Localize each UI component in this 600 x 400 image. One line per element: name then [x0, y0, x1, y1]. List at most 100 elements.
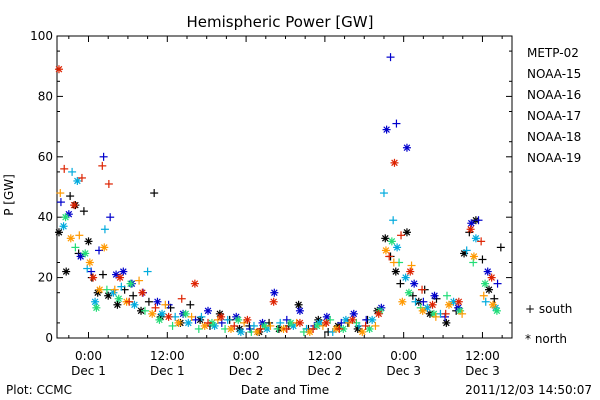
point-north — [164, 312, 173, 321]
y-tick-label: 100 — [30, 29, 53, 43]
x-tick-date-label: Dec 1 — [71, 364, 106, 378]
point-south — [397, 231, 406, 240]
point-north — [442, 318, 451, 327]
point-north — [217, 312, 226, 321]
point-north — [428, 300, 437, 309]
point-north — [70, 201, 79, 210]
point-south — [441, 309, 450, 318]
point-south — [117, 282, 126, 291]
point-south — [99, 152, 108, 161]
point-north — [130, 300, 139, 309]
point-north — [341, 315, 350, 324]
point-north — [390, 158, 399, 167]
point-south — [83, 264, 92, 273]
point-north — [92, 303, 101, 312]
point-north — [269, 297, 278, 306]
point-south — [481, 297, 490, 306]
point-north — [487, 273, 496, 282]
point-north — [401, 273, 410, 282]
x-tick-time-label: 12:00 — [465, 349, 500, 363]
point-south — [458, 309, 467, 318]
point-south — [187, 312, 196, 321]
point-north — [471, 234, 480, 243]
x-tick-date-label: Dec 2 — [308, 364, 343, 378]
point-south — [493, 279, 502, 288]
point-north — [153, 297, 162, 306]
y-axis: 0 20 40 60 80 100 — [30, 29, 512, 345]
x-tick-time-label: 12:00 — [150, 349, 185, 363]
y-axis-title-group: P [GW] — [2, 174, 16, 216]
point-south — [431, 312, 440, 321]
point-south — [186, 300, 195, 309]
point-south — [71, 243, 80, 252]
point-north — [89, 273, 98, 282]
point-north — [62, 267, 71, 276]
point-south — [478, 255, 487, 264]
point-south — [125, 297, 134, 306]
point-north — [358, 327, 367, 336]
point-north — [444, 300, 453, 309]
chart-title: Hemispheric Power [GW] — [187, 13, 374, 31]
point-north — [460, 249, 469, 258]
point-north — [374, 309, 383, 318]
legend-entry-noaa-17: NOAA-17 — [527, 109, 581, 123]
point-south — [161, 300, 170, 309]
point-north — [234, 315, 243, 324]
series-noaa-15 — [56, 53, 502, 333]
point-south — [168, 321, 177, 330]
point-south — [386, 53, 395, 62]
plot-timestamp: 2011/12/03 14:50:07 — [465, 383, 592, 397]
point-north — [393, 243, 402, 252]
point-south — [129, 291, 138, 300]
point-north — [181, 309, 190, 318]
point-north — [381, 246, 390, 255]
point-north — [398, 297, 407, 306]
point-north — [270, 288, 279, 297]
point-south — [411, 297, 420, 306]
point-north — [66, 234, 75, 243]
point-south — [143, 267, 152, 276]
point-north — [73, 176, 82, 185]
point-north — [454, 297, 463, 306]
point-north — [226, 324, 235, 333]
series-noaa-19 — [54, 65, 496, 333]
point-north — [402, 228, 411, 237]
x-tick-date-label: Dec 1 — [150, 364, 185, 378]
point-south — [104, 179, 113, 188]
point-south — [474, 216, 483, 225]
point-north — [481, 279, 490, 288]
x-tick-date-label: Dec 3 — [386, 364, 421, 378]
y-tick-label: 80 — [38, 89, 53, 103]
point-south — [223, 315, 232, 324]
point-south — [335, 324, 344, 333]
point-south — [110, 285, 119, 294]
point-south — [79, 207, 88, 216]
point-north — [381, 234, 390, 243]
point-north — [348, 315, 357, 324]
point-north — [387, 237, 396, 246]
point-south — [66, 192, 75, 201]
y-axis-title: P [GW] — [2, 174, 16, 216]
point-north — [467, 219, 476, 228]
point-south — [361, 321, 370, 330]
point-south — [407, 261, 416, 270]
point-south — [98, 161, 107, 170]
point-south — [135, 276, 144, 285]
point-north — [402, 143, 411, 152]
x-tick-date-label: Dec 3 — [465, 364, 500, 378]
legend-entry-noaa-18: NOAA-18 — [527, 130, 581, 144]
series-noaa-16 — [59, 167, 500, 336]
point-north — [85, 258, 94, 267]
point-south — [140, 306, 149, 315]
x-tick-time-label: 0:00 — [390, 349, 417, 363]
point-south — [230, 321, 239, 330]
point-south — [100, 225, 109, 234]
point-south — [309, 324, 318, 333]
point-north — [76, 252, 85, 261]
legend: METP-02 NOAA-15 NOAA-16 NOAA-17 NOAA-18 NOAA-… — [527, 46, 581, 165]
point-north — [382, 125, 391, 134]
series-noaa-17 — [61, 213, 501, 336]
point-north — [155, 315, 164, 324]
point-south — [177, 294, 186, 303]
